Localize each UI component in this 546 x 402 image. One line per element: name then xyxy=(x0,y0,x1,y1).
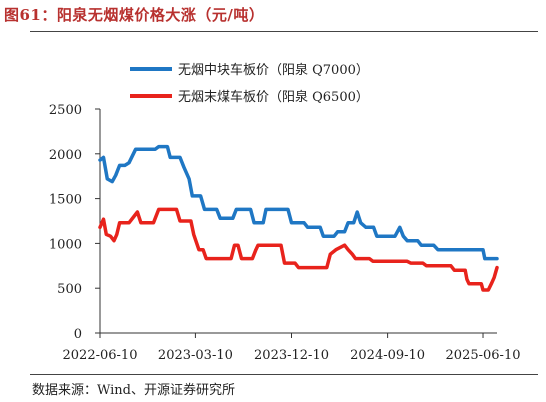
x-tick-label: 2022-06-10 xyxy=(63,348,138,363)
y-tick-label: 0 xyxy=(74,327,82,342)
x-tick-label: 2023-03-10 xyxy=(158,348,233,363)
y-tick-label: 2000 xyxy=(49,148,82,163)
chart-series xyxy=(98,144,499,292)
y-tick-label: 2500 xyxy=(49,103,82,118)
y-tick-label: 500 xyxy=(57,282,82,297)
source-note: 数据来源：Wind、开源证券研究所 xyxy=(32,383,235,398)
top-rule xyxy=(30,31,538,32)
x-tick-label: 2025-06-10 xyxy=(446,348,521,363)
series-line-1 xyxy=(98,144,499,261)
legend-label-2: 无烟末煤车板价（阳泉 Q6500） xyxy=(178,89,369,105)
chart-legend: 无烟中块车板价（阳泉 Q7000） 无烟末煤车板价（阳泉 Q6500） xyxy=(130,62,369,105)
chart-axes: 0 500 1000 1500 2000 2500 2022-06-10 2023-03-10… xyxy=(49,103,521,363)
bottom-rule xyxy=(30,374,538,375)
y-tick-label: 1000 xyxy=(49,237,82,252)
x-tick-label: 2023-12-10 xyxy=(254,348,329,363)
legend-label-1: 无烟中块车板价（阳泉 Q7000） xyxy=(178,62,369,78)
series-line-2 xyxy=(98,207,499,292)
figure-title: 图61：阳泉无烟煤价格大涨（元/吨） xyxy=(4,6,265,24)
y-tick-label: 1500 xyxy=(49,193,82,208)
x-tick-label: 2024-09-10 xyxy=(350,348,425,363)
